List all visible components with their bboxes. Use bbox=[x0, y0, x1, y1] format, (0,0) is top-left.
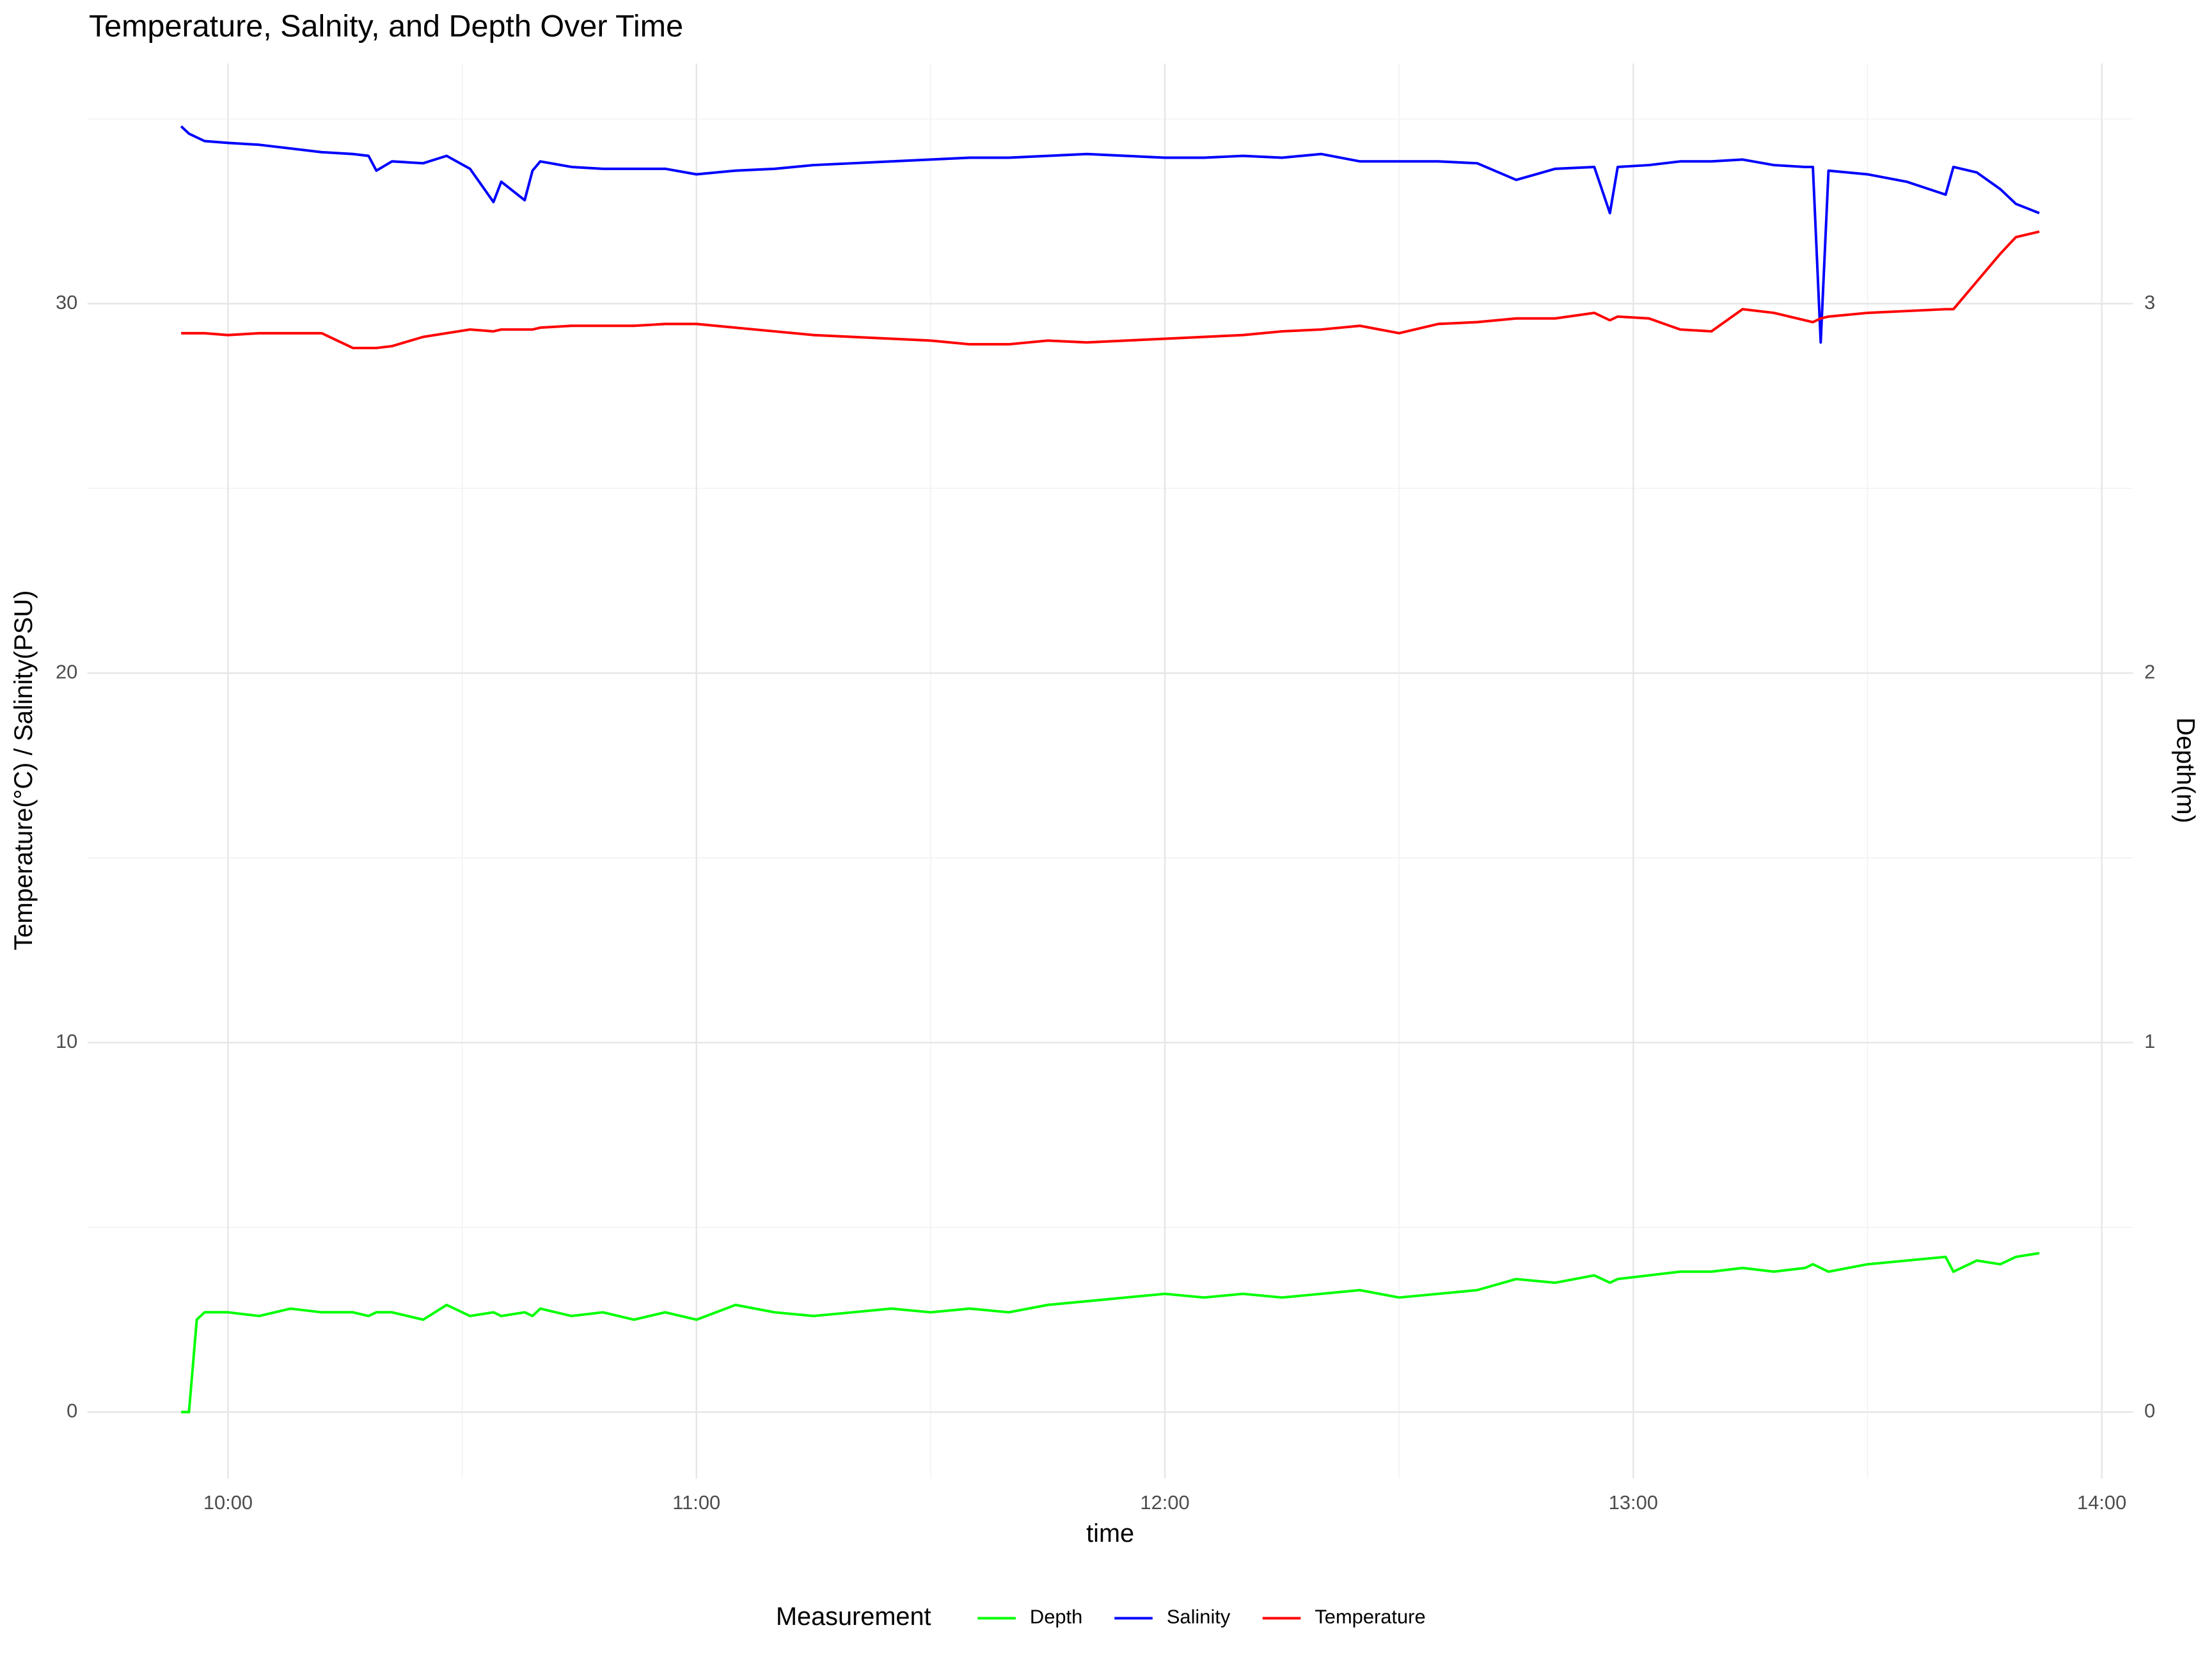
y-tick-label: 20 bbox=[56, 660, 77, 683]
x-tick-label: 10:00 bbox=[203, 1491, 253, 1514]
series-line bbox=[181, 230, 2040, 349]
series-line bbox=[181, 1251, 2040, 1414]
y2-tick-label: 0 bbox=[2144, 1399, 2155, 1422]
y-tick-label: 0 bbox=[67, 1399, 77, 1422]
series-line bbox=[180, 125, 2040, 344]
x-tick-label: 13:00 bbox=[1609, 1491, 1658, 1514]
y2-axis-title: Depth(m) bbox=[2171, 717, 2199, 823]
y2-tick-label: 3 bbox=[2144, 291, 2155, 313]
legend-label: Salinity bbox=[1167, 1606, 1231, 1628]
y2-tick-label: 1 bbox=[2144, 1030, 2155, 1052]
y-tick-label: 30 bbox=[56, 291, 77, 313]
x-axis-title: time bbox=[1086, 1519, 1134, 1548]
legend-label: Temperature bbox=[1315, 1606, 1425, 1628]
y2-tick-label: 2 bbox=[2144, 660, 2155, 683]
legend-title: Measurement bbox=[776, 1603, 931, 1631]
legend-label: Depth bbox=[1030, 1606, 1082, 1628]
y-tick-label: 10 bbox=[56, 1030, 77, 1052]
chart-title: Temperature, Salnity, and Depth Over Tim… bbox=[89, 9, 683, 44]
x-tick-label: 14:00 bbox=[2077, 1491, 2126, 1514]
grid: 0 10 20 30 0 1 2 3 10:00 11:00 12:00 13:00 14:00 bbox=[56, 63, 2155, 1514]
plot-area: Depth Salinity Temperature bbox=[180, 125, 2040, 1628]
y-axis-title: Temperature(°C) / Salinity(PSU) bbox=[10, 590, 38, 951]
x-tick-label: 12:00 bbox=[1140, 1491, 1189, 1514]
x-tick-label: 11:00 bbox=[672, 1491, 720, 1514]
